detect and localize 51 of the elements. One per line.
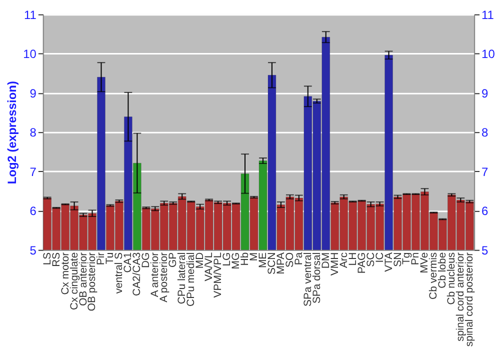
x-tick-label: OB posterior	[87, 252, 98, 312]
x-tick-label: Cx cingulate	[69, 252, 80, 310]
y2-tick-label: 8	[482, 126, 489, 140]
x-tick-label: PAG	[356, 252, 368, 274]
x-tick-label: DG	[141, 252, 152, 268]
x-tick-label: A anterior	[150, 252, 162, 298]
y-tick-label: 7	[30, 164, 37, 179]
x-tick-label: ME	[258, 252, 269, 268]
y2-tick-label: 5	[482, 243, 489, 258]
x-tick-label: Arc	[338, 252, 350, 268]
x-tick-label: A posterior	[159, 252, 170, 302]
y2-tick-label: 6	[482, 204, 489, 218]
x-tick-label: MVe	[420, 252, 431, 274]
x-tick-label: Pa	[294, 252, 305, 266]
x-tick-label: CA2/CA3	[132, 252, 144, 296]
y-tick-label: 8	[30, 126, 37, 140]
x-tick-label: LS	[42, 252, 54, 266]
x-tick-label: M	[248, 252, 260, 262]
y2-tick-label: 10	[482, 47, 496, 62]
y-axis-title: Log2 (expression)	[5, 81, 20, 184]
x-tick-label: SCN	[266, 252, 278, 274]
x-tick-label: spinal cord posterior	[464, 252, 476, 347]
x-tick-label: Cb nucleus	[446, 252, 458, 305]
x-tick-label: SC	[366, 252, 377, 267]
x-tick-label: CA1	[123, 252, 134, 273]
x-tick-label: SO	[284, 252, 296, 268]
x-tick-label: GP	[168, 252, 180, 268]
x-tick-label: MPA	[276, 252, 287, 274]
y2-tick-label: 9	[482, 86, 489, 100]
y2-tick-label: 11	[482, 8, 494, 22]
x-tick-label: Tu	[105, 252, 116, 264]
y2-tick-label: 7	[482, 164, 489, 179]
y-tick-label: 9	[30, 86, 37, 100]
x-tick-label: SN	[392, 252, 404, 267]
y-tick-label: 6	[30, 204, 37, 218]
x-tick-label: SPa ventral	[302, 252, 314, 306]
y-tick-label: 5	[30, 243, 37, 258]
x-tick-label: VTA	[384, 252, 395, 272]
x-tick-label: Cx motor	[60, 252, 72, 295]
x-tick-label: LH	[348, 252, 359, 266]
x-tick-label: RS	[51, 252, 62, 267]
x-tick-label: SPa dorsal	[312, 252, 323, 304]
y-tick-label: 11	[24, 8, 37, 22]
x-tick-label: DM	[320, 252, 332, 269]
x-tick-label: IC	[374, 252, 386, 263]
y-tick-label: 10	[23, 47, 37, 62]
x-tick-label: Tg	[402, 252, 413, 265]
x-tick-label: VMH	[330, 252, 341, 276]
x-tick-label: Cb lobe	[438, 252, 449, 288]
x-tick-label: spinal cord anterior	[456, 252, 467, 342]
x-tick-label: Hb	[240, 252, 251, 266]
